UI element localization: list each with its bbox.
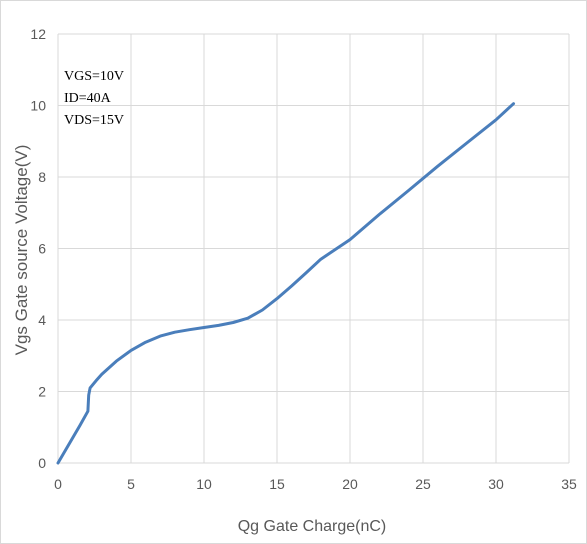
x-tick-label: 35	[561, 476, 577, 492]
y-tick-label: 0	[38, 455, 46, 471]
y-tick-label: 10	[30, 98, 46, 114]
x-tick-label: 20	[342, 476, 358, 492]
x-tick-label: 15	[269, 476, 285, 492]
x-tick-label: 25	[415, 476, 431, 492]
y-tick-label: 4	[38, 312, 46, 328]
annotation-text: VDS=15V	[64, 113, 124, 128]
y-tick-label: 8	[38, 169, 46, 185]
grid-lines	[57, 33, 570, 464]
x-axis-title: Qg Gate Charge(nC)	[238, 518, 387, 535]
x-tick-labels: 0 5 10 15 20 25 30 35	[54, 476, 577, 492]
x-tick-label: 5	[127, 476, 135, 492]
series-group	[56, 102, 515, 465]
series-line	[56, 102, 515, 465]
y-axis-title: Vgs Gate source Voltage(V)	[12, 145, 31, 356]
x-tick-label: 0	[54, 476, 62, 492]
y-tick-label: 2	[38, 384, 46, 400]
y-tick-label: 6	[38, 241, 46, 257]
x-tick-label: 10	[196, 476, 212, 492]
x-tick-label: 30	[488, 476, 504, 492]
annotation-text: ID=40A	[64, 91, 112, 106]
annotation-text: VGS=10V	[64, 69, 124, 84]
y-tick-label: 12	[30, 26, 46, 42]
annotations: VGS=10V ID=40A VDS=15V	[64, 69, 124, 128]
y-tick-labels: 0 2 4 6 8 10 12	[30, 26, 46, 471]
